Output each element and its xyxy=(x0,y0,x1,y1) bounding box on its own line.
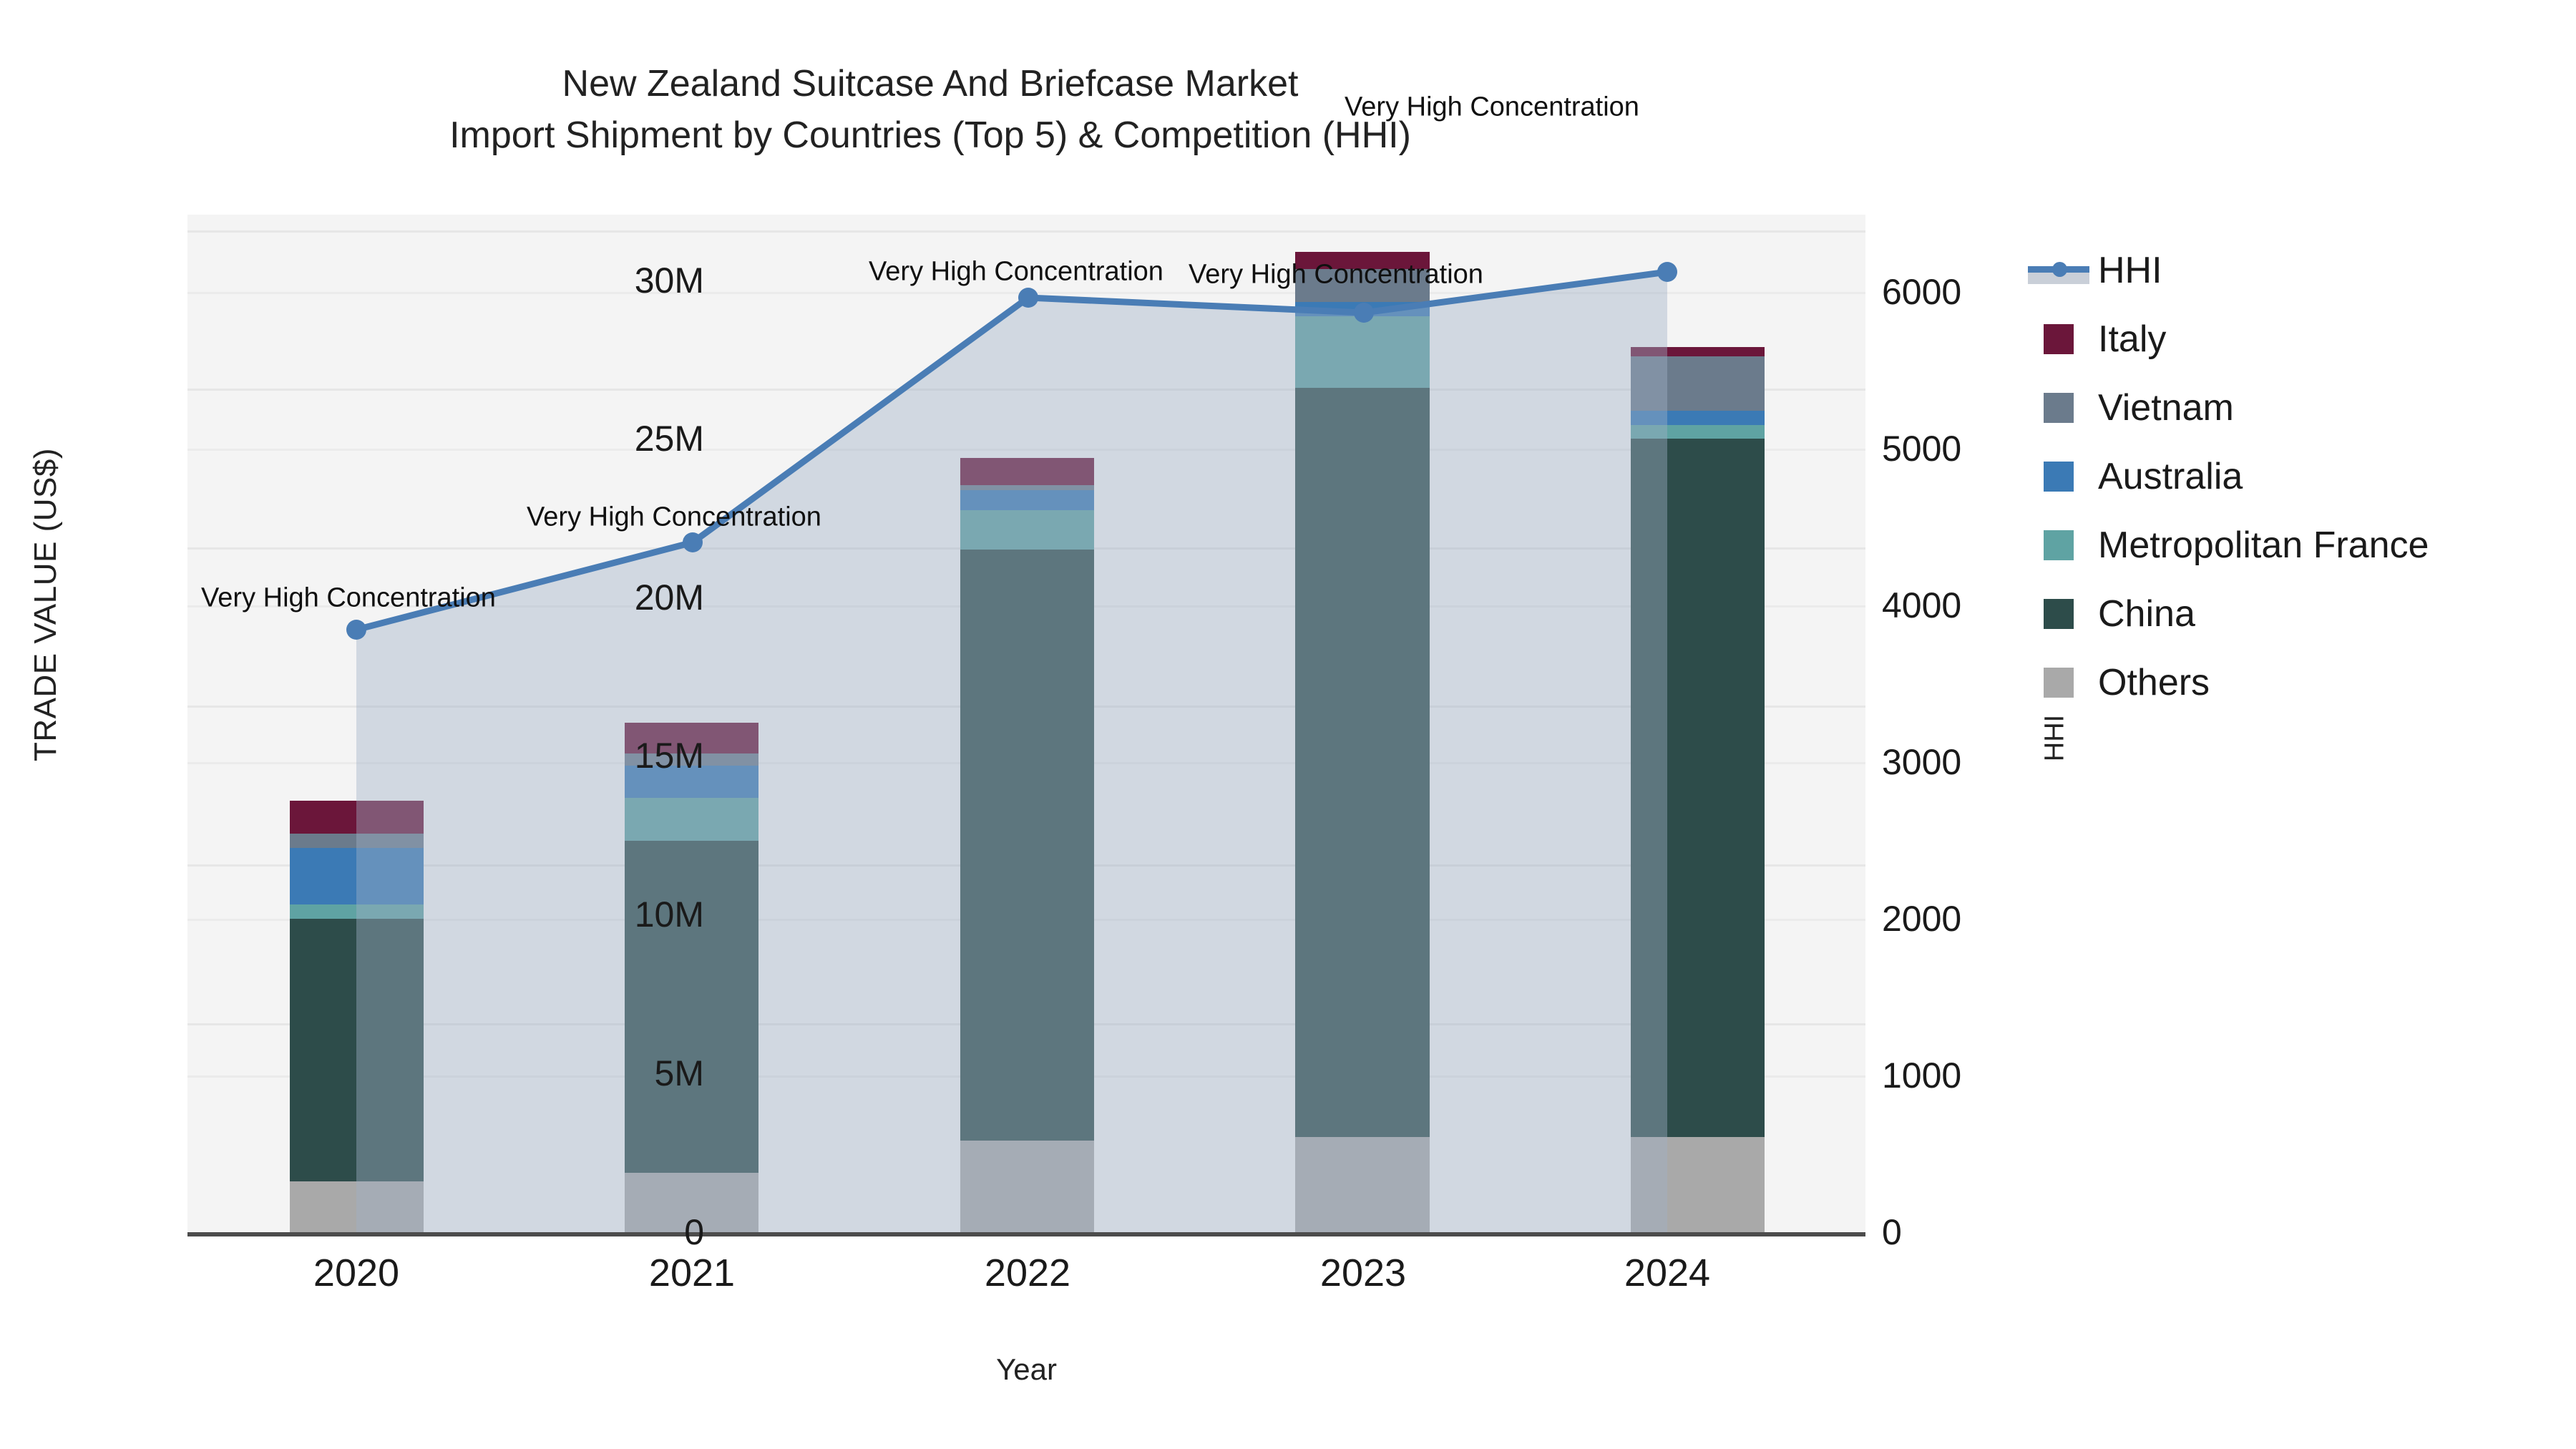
x-tick-2022: 2022 xyxy=(984,1252,1071,1294)
legend-item-australia[interactable]: Australia xyxy=(2044,442,2429,511)
y-axis-label-left: TRADE VALUE (US$) xyxy=(28,448,63,761)
bar-segment-2020-vietnam xyxy=(290,834,424,848)
y-tick-right-6000: 6000 xyxy=(1882,272,1962,312)
legend-label-hhi: HHI xyxy=(2098,250,2162,291)
legend-label-others: Others xyxy=(2098,662,2210,703)
hhi-line-icon xyxy=(2028,255,2089,286)
bar-segment-2023-others xyxy=(1295,1137,1430,1232)
bar-segment-2021-others xyxy=(625,1173,758,1232)
annotation-2022: Very High Concentration xyxy=(869,256,1163,287)
bar-segment-2023-china xyxy=(1295,388,1430,1137)
y-tick-left-5M: 5M xyxy=(654,1053,704,1093)
swatch-icon-others xyxy=(2044,668,2074,698)
bar-segment-2023-italy xyxy=(1295,252,1430,269)
annotation-2020: Very High Concentration xyxy=(201,582,496,613)
y-tick-right-1000: 1000 xyxy=(1882,1055,1962,1096)
bar-segment-2020-australia xyxy=(290,848,424,904)
y-tick-left-20M: 20M xyxy=(634,577,704,618)
y-tick-right-0: 0 xyxy=(1882,1212,1902,1252)
x-tick-2021: 2021 xyxy=(648,1252,736,1294)
legend-label-australia: Australia xyxy=(2098,456,2243,497)
legend-item-metropolitan-france[interactable]: Metropolitan France xyxy=(2044,511,2429,580)
legend-label-vietnam: Vietnam xyxy=(2098,387,2234,429)
bar-segment-2022-italy xyxy=(960,458,1094,485)
bar-segment-2022-australia xyxy=(960,490,1094,510)
bar-segment-2024-vietnam xyxy=(1631,356,1765,411)
x-tick-2024: 2024 xyxy=(1624,1252,1711,1294)
annotation-2023: Very High Concentration xyxy=(1189,259,1483,290)
swatch-icon-vietnam xyxy=(2044,393,2074,423)
gridline-30M xyxy=(187,230,1865,233)
chart-title: New Zealand Suitcase And Briefcase Marke… xyxy=(449,63,1411,156)
y-tick-right-2000: 2000 xyxy=(1882,899,1962,939)
gridline-25M xyxy=(187,389,1865,391)
plot-area: Very High Concentration Very High Concen… xyxy=(187,92,1865,1232)
gridline-hhi-6000 xyxy=(187,292,1865,294)
swatch-icon-italy xyxy=(2044,324,2074,354)
y-tick-right-4000: 4000 xyxy=(1882,585,1962,625)
bar-segment-2022-france xyxy=(960,510,1094,550)
bar-segment-2024-china xyxy=(1631,439,1765,1137)
legend-label-italy: Italy xyxy=(2098,318,2167,360)
bar-segment-2020-others xyxy=(290,1181,424,1232)
annotation-2021: Very High Concentration xyxy=(527,502,821,532)
bar-segment-2024-france xyxy=(1631,425,1765,439)
x-axis-line xyxy=(187,1232,1865,1236)
bar-segment-2024-australia xyxy=(1631,411,1765,425)
legend-item-china[interactable]: China xyxy=(2044,580,2429,648)
legend-item-others[interactable]: Others xyxy=(2044,648,2429,717)
bar-segment-2020-france xyxy=(290,904,424,919)
swatch-icon-australia xyxy=(2044,462,2074,492)
bar-segment-2023-australia xyxy=(1295,302,1430,316)
y-tick-left-0: 0 xyxy=(684,1212,704,1252)
bar-segment-2021-vietnam xyxy=(625,753,758,766)
bar-segment-2022-vietnam xyxy=(960,485,1094,490)
legend-label-metropolitan-france: Metropolitan France xyxy=(2098,525,2429,566)
y-tick-right-5000: 5000 xyxy=(1882,429,1962,469)
legend-item-vietnam[interactable]: Vietnam xyxy=(2044,374,2429,442)
legend-item-italy[interactable]: Italy xyxy=(2044,305,2429,374)
bar-segment-2022-china xyxy=(960,550,1094,1141)
bar-segment-2020-italy xyxy=(290,801,424,834)
bar-segment-2021-china xyxy=(625,841,758,1173)
bar-segment-2023-france xyxy=(1295,316,1430,388)
gridline-hhi-5000 xyxy=(187,449,1865,451)
bar-segment-2020-china xyxy=(290,919,424,1181)
bar-segment-2021-italy xyxy=(625,723,758,753)
bar-segment-2021-france xyxy=(625,798,758,841)
bar-segment-2021-australia xyxy=(625,766,758,798)
x-axis-label: Year xyxy=(996,1352,1057,1386)
y-tick-right-3000: 3000 xyxy=(1882,742,1962,782)
x-tick-2023: 2023 xyxy=(1319,1252,1407,1294)
y-tick-left-25M: 25M xyxy=(634,419,704,459)
bar-segment-2024-others xyxy=(1631,1137,1765,1232)
y-tick-left-15M: 15M xyxy=(634,736,704,776)
x-tick-2020: 2020 xyxy=(313,1252,400,1294)
y-tick-left-30M: 30M xyxy=(634,260,704,301)
y-tick-left-10M: 10M xyxy=(634,894,704,935)
bar-segment-2022-others xyxy=(960,1141,1094,1232)
legend-label-china: China xyxy=(2098,593,2195,635)
bar-segment-2024-italy xyxy=(1631,347,1765,356)
legend: HHI Italy Vietnam Australia Metropolitan… xyxy=(2028,236,2429,717)
swatch-icon-metropolitan-france xyxy=(2044,530,2074,560)
legend-item-hhi[interactable]: HHI xyxy=(2028,236,2429,305)
swatch-icon-china xyxy=(2044,599,2074,629)
annotation-2024: Very High Concentration xyxy=(1345,92,1639,122)
